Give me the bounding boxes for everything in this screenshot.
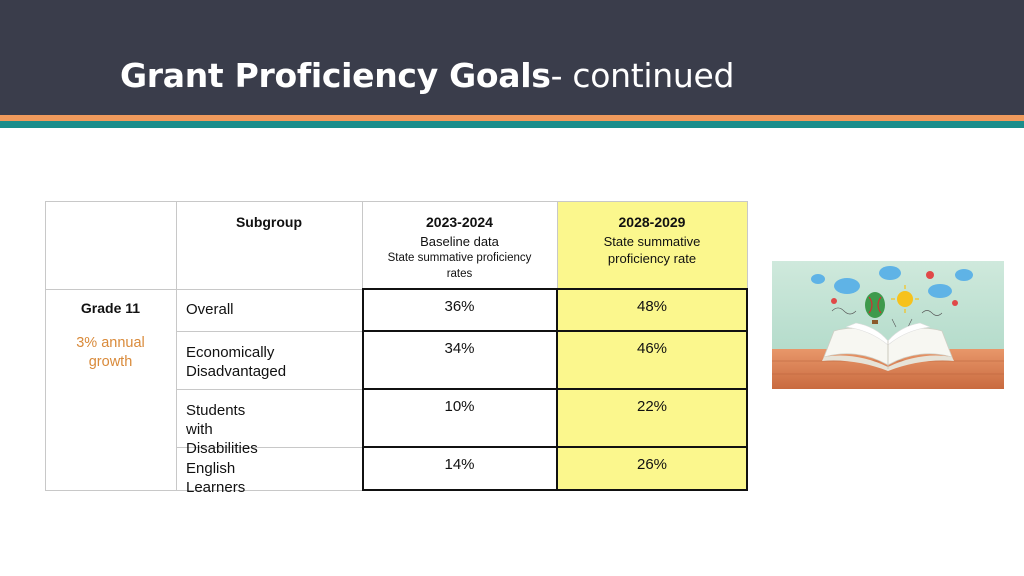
target-value: 48% xyxy=(636,298,668,315)
subgroup-label-line1: Students with xyxy=(186,402,246,438)
header-target-line1: State summative xyxy=(603,234,701,249)
grid-line xyxy=(747,201,748,289)
grid-line xyxy=(45,201,747,202)
title-rest: - continued xyxy=(550,56,735,95)
group-label: Grade 11 xyxy=(80,300,141,316)
baseline-value: 14% xyxy=(444,456,475,473)
grid-line xyxy=(45,289,363,290)
grid-line xyxy=(362,201,363,289)
growth-line2: growth xyxy=(88,354,133,370)
grid-line xyxy=(362,288,364,491)
table-row-english-learners: English Learners xyxy=(186,459,245,497)
baseline-value: 10% xyxy=(444,398,475,415)
title-bar xyxy=(0,0,1024,115)
header-baseline-year: 2023-2024 xyxy=(426,214,493,230)
header-target-line2: proficiency rate xyxy=(607,251,697,266)
table-row-disabilities: Students with Disabilities xyxy=(186,401,258,458)
grid-line xyxy=(362,446,748,448)
target-column-highlight xyxy=(557,201,747,490)
grid-line xyxy=(362,388,748,390)
title-bold: Grant Proficiency Goals xyxy=(120,56,551,95)
header-baseline: 2023-2024 Baseline data State summative … xyxy=(362,214,557,282)
accent-stripe-teal xyxy=(0,121,1024,128)
subgroup-label: English Learners xyxy=(186,460,246,496)
baseline-value: 36% xyxy=(444,298,475,315)
group-cell: Grade 11 3% annual growth xyxy=(45,300,176,372)
grid-line xyxy=(746,288,748,491)
header-baseline-line3: rates xyxy=(446,268,473,280)
grid-line xyxy=(362,288,748,290)
growth-line1: 3% annual xyxy=(76,335,145,351)
grid-line xyxy=(557,201,558,289)
baseline-value: 34% xyxy=(444,340,475,357)
target-value: 22% xyxy=(636,398,668,415)
header-target-year: 2028-2029 xyxy=(618,214,686,230)
subgroup-label-line2: Disabilities xyxy=(186,440,258,457)
target-value: 26% xyxy=(636,456,668,473)
target-value: 46% xyxy=(636,340,668,357)
grid-line xyxy=(176,201,177,490)
subgroup-label-line1: Economically xyxy=(186,344,275,361)
header-target: 2028-2029 State summative proficiency ra… xyxy=(557,214,747,267)
grid-line xyxy=(176,447,363,448)
table-row-overall: Overall xyxy=(186,300,234,319)
subgroup-label-line2: Disadvantaged xyxy=(186,363,287,380)
grid-line xyxy=(45,490,363,491)
subgroup-label: Overall xyxy=(186,301,234,318)
grid-line xyxy=(176,331,363,332)
table-row-econ-disadvantaged: Economically Disadvantaged xyxy=(186,343,286,381)
grid-line xyxy=(362,330,748,332)
grid-line xyxy=(176,389,363,390)
slide-title: Grant Proficiency Goals- continued xyxy=(120,56,734,95)
header-subgroup: Subgroup xyxy=(235,214,303,230)
header-baseline-line1: Baseline data xyxy=(420,234,499,249)
open-book-illustration-icon xyxy=(772,261,1004,389)
grid-line xyxy=(556,288,558,491)
header-baseline-line2: State summative proficiency xyxy=(387,252,532,264)
grid-line xyxy=(45,201,46,490)
accent-stripe-orange xyxy=(0,115,1024,121)
grid-line xyxy=(362,489,748,491)
